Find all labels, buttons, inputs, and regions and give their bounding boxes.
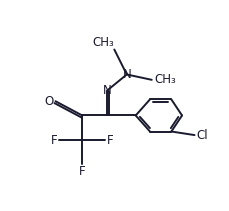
- Text: N: N: [122, 68, 131, 81]
- Text: F: F: [79, 165, 85, 178]
- Text: F: F: [50, 134, 57, 147]
- Text: CH₃: CH₃: [92, 36, 114, 49]
- Text: CH₃: CH₃: [153, 73, 175, 86]
- Text: O: O: [44, 95, 53, 108]
- Text: Cl: Cl: [196, 128, 207, 142]
- Text: F: F: [107, 134, 113, 147]
- Text: N: N: [102, 84, 111, 97]
